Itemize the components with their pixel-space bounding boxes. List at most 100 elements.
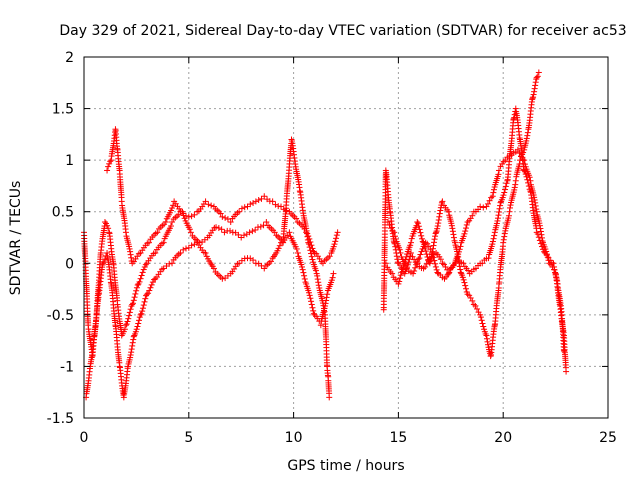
data-point [241,204,248,211]
data-point [188,242,195,249]
data-point [127,352,134,359]
data-point [179,208,186,215]
data-point [511,184,518,191]
data-point [454,255,461,262]
data-point [489,193,496,200]
data-point [306,244,313,251]
data-point [451,239,458,246]
data-point [467,294,474,301]
data-point [485,341,492,348]
data-point [306,292,313,299]
data-point [278,203,285,210]
data-point [169,205,176,212]
data-point [457,243,464,250]
data-point [497,202,504,209]
x-tick-labels: 0 5 10 15 20 25 [80,430,617,446]
data-point [465,267,472,274]
data-point [202,198,209,205]
data-point [490,235,497,242]
data-point [126,312,133,319]
data-point [123,321,130,328]
data-point [446,269,453,276]
data-point [129,342,136,349]
data-point [522,171,529,178]
data-point [330,270,337,277]
data-point [317,322,324,329]
data-point [99,260,106,267]
data-point [298,263,305,270]
data-point [130,297,137,304]
data-point [284,232,291,239]
data-point [187,229,194,236]
data-point [128,303,135,310]
data-point [437,207,444,214]
data-point [122,322,129,329]
data-point [483,203,490,210]
data-point [404,251,411,258]
data-point [505,212,512,219]
data-point [105,163,112,170]
data-point [524,129,531,136]
data-point [469,212,476,219]
data-point [407,239,414,246]
data-point [432,260,439,267]
data-point [326,253,333,260]
data-point [315,282,322,289]
data-point [524,132,531,139]
data-point [533,74,540,81]
data-point [483,335,490,342]
data-point [151,276,158,283]
data-point [412,264,419,271]
y-tick-label: 2 [65,50,74,66]
data-point [457,269,464,276]
data-point [436,210,443,217]
data-point [191,211,198,218]
data-point [133,287,140,294]
data-point [501,230,508,237]
data-point [222,214,229,221]
data-point [124,318,131,325]
data-point [427,246,434,253]
data-point [196,239,203,246]
data-point [523,173,530,180]
data-point [255,197,262,204]
data-point [135,320,142,327]
data-point [329,274,336,281]
y-tick-label: 1.5 [52,102,74,118]
data-point [309,304,316,311]
data-point [462,285,469,292]
data-point [432,233,439,240]
data-point [185,213,192,220]
data-point [532,79,539,86]
data-point [394,256,401,263]
data-point [213,224,220,231]
x-tick-label: 15 [389,430,407,446]
data-point [550,260,557,267]
data-point [258,195,265,202]
data-point [106,160,113,167]
data-point [431,236,438,243]
data-point [221,229,228,236]
data-point [554,277,561,284]
data-point [563,368,570,375]
data-point [479,320,486,327]
data-point [133,284,140,291]
data-point [497,199,504,206]
data-point [455,253,462,260]
data-point [418,248,425,255]
data-point [422,263,429,270]
data-point [531,85,538,92]
data-point [396,275,403,282]
data-point [252,198,259,205]
data-point [224,216,231,223]
data-point [169,260,176,267]
data-point [326,394,333,401]
data-point [472,302,479,309]
data-point [238,205,245,212]
data-point [454,251,461,258]
data-point [416,226,423,233]
data-point [136,278,143,285]
data-point [431,239,438,246]
data-point [188,213,195,220]
data-point [533,206,540,213]
